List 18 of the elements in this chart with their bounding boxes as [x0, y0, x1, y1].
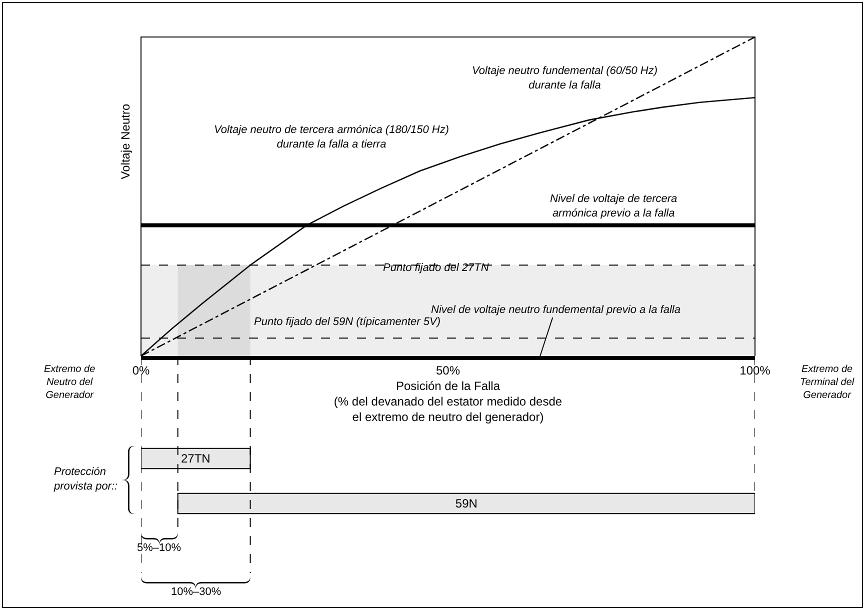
y-tick-label: 27TN: [180, 452, 210, 466]
text: Protección provista por::: [53, 466, 118, 492]
text: Extremo de Neutro del Generador: [44, 364, 96, 401]
text: 5%–10%: [137, 542, 182, 554]
text: 10%–30%: [171, 586, 222, 598]
ref-line-label: Punto fijado del 27TN: [383, 262, 489, 274]
ref-line-label: Nivel de voltaje de tercera armónica previo a la falla: [550, 193, 678, 220]
x-axis-title: Posición de la Falla (% del devanado del estator medido desde el extremo de neutro del generador): [334, 378, 562, 424]
series-label: Voltaje neutro de tercera armónica (180/150 Hz) durante la falla a tierra: [214, 124, 450, 150]
x-tick-label: 0%: [132, 363, 150, 378]
text: Extremo de Terminal del Generador: [800, 364, 855, 401]
y-tick-label: 59N: [455, 496, 478, 511]
series-label: Voltaje neutro fundemental (60/50 Hz) durante la falla: [472, 65, 658, 92]
annotation: Nivel de voltaje neutro fundemental previo a la falla: [431, 304, 680, 316]
ref-line-label: Punto fijado del 59N (típicamenter 5V): [254, 316, 441, 328]
x-tick-label: 50%: [436, 363, 460, 378]
x-tick-label: 100%: [740, 363, 771, 378]
y-axis-title: Voltaje Neutro: [118, 104, 133, 180]
